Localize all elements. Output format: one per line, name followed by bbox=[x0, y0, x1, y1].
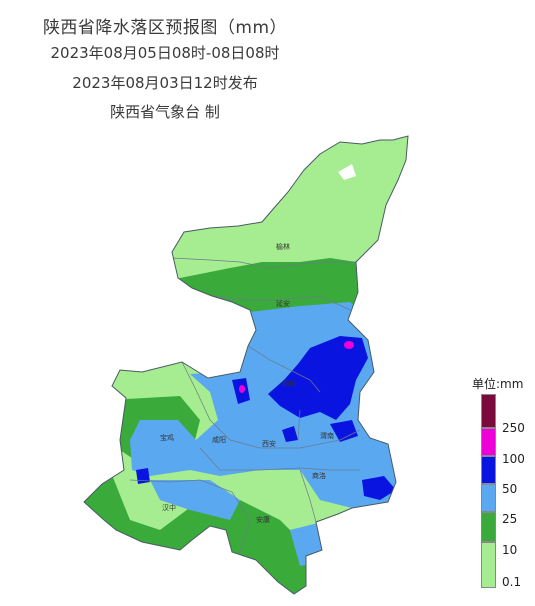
legend-swatch-0.1 bbox=[481, 542, 496, 588]
legend-swatch-100 bbox=[481, 428, 496, 456]
city-label-shangluo: 商洛 bbox=[312, 471, 326, 480]
legend-label-0.1: 0.1 bbox=[502, 575, 522, 589]
rain-zone-50-xian bbox=[282, 426, 298, 442]
legend-label-250: 250 bbox=[502, 421, 525, 435]
legend-swatch-25 bbox=[481, 484, 496, 512]
city-label-xian: 西安 bbox=[262, 439, 276, 448]
rain-zone-50-hanzhong bbox=[136, 468, 150, 484]
legend-label-25: 25 bbox=[502, 512, 518, 526]
city-label-baoji: 宝鸡 bbox=[160, 433, 174, 442]
legend-label-100: 100 bbox=[502, 452, 525, 466]
map-title: 陕西省降水落区预报图（mm） bbox=[42, 18, 288, 38]
forecast-period: 2023年08月05日08时-08日08时 bbox=[50, 44, 280, 62]
city-label-yulin: 榆林 bbox=[276, 242, 290, 251]
city-label-tongchuan: 铜川 bbox=[282, 379, 296, 388]
rain-zone-100-east bbox=[344, 341, 354, 349]
city-label-xianyang: 咸阳 bbox=[212, 435, 226, 444]
city-label-weinan: 渭南 bbox=[320, 431, 334, 440]
legend-label-10: 10 bbox=[502, 543, 518, 557]
rain-zone-50-central bbox=[268, 336, 368, 420]
rain-zone-50-weinan bbox=[330, 420, 358, 442]
precipitation-map: 榆林 延安 铜川 宝鸡 咸阳 西安 渭南 商洛 汉中 安康 bbox=[83, 135, 409, 595]
issue-time: 2023年08月03日12时发布 bbox=[72, 74, 258, 92]
city-label-yanan: 延安 bbox=[276, 299, 290, 308]
city-label-hanzhong: 汉中 bbox=[162, 503, 176, 512]
rain-zone-100-west bbox=[239, 385, 245, 393]
legend-label-50: 50 bbox=[502, 482, 518, 496]
legend-swatch-10 bbox=[481, 512, 496, 542]
rain-zone-25-south bbox=[150, 480, 240, 520]
legend-unit: 单位:mm bbox=[472, 377, 524, 391]
rain-zone-50-east bbox=[362, 476, 396, 500]
city-label-ankang: 安康 bbox=[256, 515, 270, 524]
no-data-patch bbox=[338, 164, 356, 180]
legend-swatch-50 bbox=[481, 456, 496, 484]
legend-swatch-250 bbox=[481, 394, 496, 428]
prefecture-boundaries bbox=[129, 257, 361, 553]
issuer: 陕西省气象台 制 bbox=[110, 103, 220, 121]
